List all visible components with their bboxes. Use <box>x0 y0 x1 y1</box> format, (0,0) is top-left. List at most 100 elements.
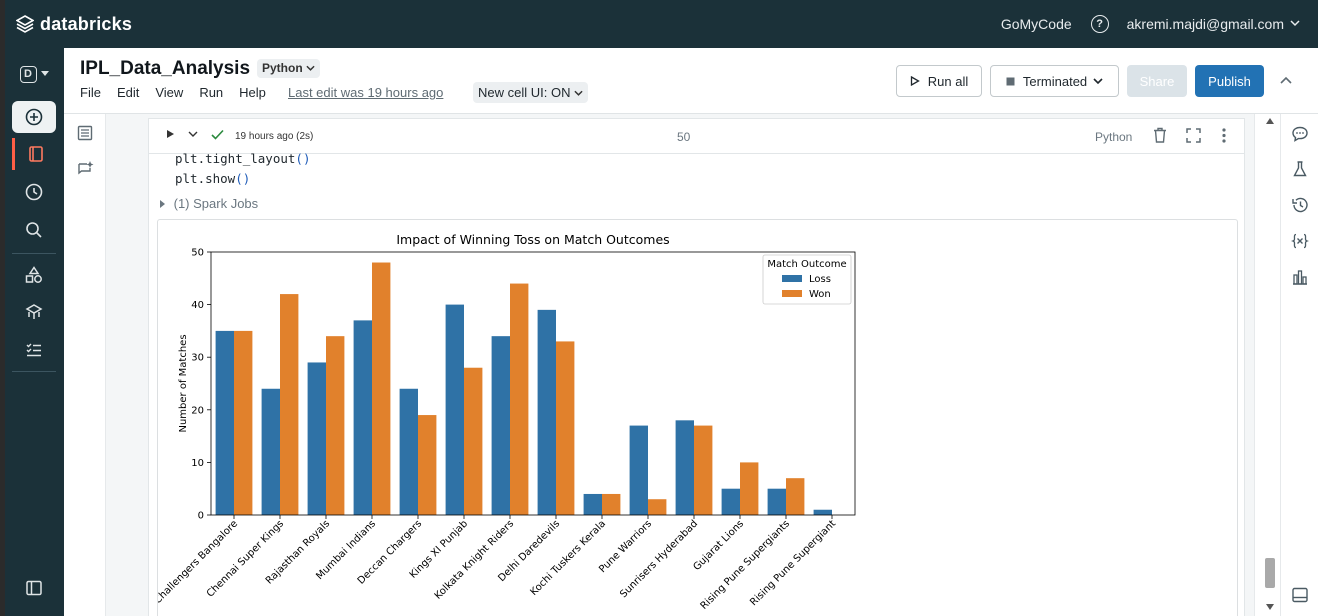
x-tick-label: Rising Pune Supergiant <box>748 518 838 608</box>
legend-swatch <box>782 290 802 297</box>
workspace-name[interactable]: GoMyCode <box>1000 16 1072 32</box>
sidebar-panel-icon <box>26 580 42 596</box>
plus-circle-icon <box>25 108 43 126</box>
bar-won <box>326 336 345 515</box>
table-of-contents-icon[interactable] <box>76 124 94 142</box>
assistant-icon[interactable] <box>76 160 94 178</box>
menu-edit[interactable]: Edit <box>116 85 140 100</box>
panel-bottom-icon[interactable] <box>1291 586 1309 604</box>
cell-body: plt.tight_layout() plt.show() (1) Spark … <box>131 151 1245 616</box>
variables-icon[interactable] <box>1290 232 1310 250</box>
bar-loss <box>583 493 602 515</box>
y-tick-label: 50 <box>191 248 204 259</box>
spark-jobs-toggle[interactable]: (1) Spark Jobs <box>160 196 258 211</box>
chevron-down-icon[interactable] <box>188 129 198 142</box>
sidebar-item-search[interactable] <box>12 214 56 246</box>
chevron-down-icon <box>574 90 583 96</box>
trash-icon[interactable] <box>1153 127 1167 146</box>
bar-won <box>464 367 483 515</box>
bar-won <box>556 341 575 515</box>
chevron-down-icon[interactable] <box>1290 18 1300 31</box>
cell-language[interactable]: Python <box>1095 130 1133 144</box>
bar-loss <box>629 425 648 515</box>
cluster-status-label: Terminated <box>1022 73 1088 89</box>
user-menu[interactable]: akremi.majdi@gmail.com <box>1126 16 1284 32</box>
sidebar-item-jobs[interactable] <box>12 334 56 366</box>
bar-loss <box>767 488 786 515</box>
run-all-button[interactable]: Run all <box>896 65 982 97</box>
x-tick-label: Kolkata Knight Riders <box>433 518 516 601</box>
share-button[interactable]: Share <box>1127 65 1187 97</box>
more-options-icon[interactable] <box>1222 128 1226 146</box>
legend-title: Match Outcome <box>767 259 846 270</box>
stop-square-icon <box>1006 77 1015 85</box>
sidebar-item-workspace[interactable] <box>12 138 56 170</box>
shapes-icon <box>25 266 42 283</box>
y-axis-label: Number of Matches <box>178 334 189 432</box>
bar-won <box>510 283 529 515</box>
menu-view[interactable]: View <box>155 85 184 100</box>
bar-loss <box>537 309 556 515</box>
clock-icon <box>25 183 43 201</box>
brand-logo[interactable]: databricks <box>16 14 132 35</box>
scrollbar-thumb[interactable] <box>1265 558 1275 588</box>
bar-loss <box>353 320 372 515</box>
scroll-up-arrow-icon[interactable] <box>1266 118 1274 124</box>
expand-icon[interactable] <box>1186 128 1201 146</box>
cluster-status-button[interactable]: Terminated <box>990 65 1119 97</box>
notebook-side-panel <box>64 114 106 616</box>
publish-button[interactable]: Publish <box>1195 65 1264 97</box>
sidebar-item-catalog[interactable] <box>12 259 56 291</box>
version-history-icon[interactable] <box>1291 196 1309 214</box>
code-line[interactable]: plt.show() <box>175 171 250 186</box>
search-icon <box>26 222 42 238</box>
cell-number: 50 <box>677 130 691 144</box>
vertical-scrollbar[interactable] <box>1254 114 1280 616</box>
bar-won <box>372 262 391 515</box>
bar-chart: Impact of Winning Toss on Match Outcomes… <box>131 232 856 616</box>
menu-help[interactable]: Help <box>239 85 266 100</box>
bar-won <box>786 478 805 515</box>
bar-loss <box>445 304 464 515</box>
language-label: Python <box>262 61 303 75</box>
workspace-switcher[interactable]: D <box>12 58 56 90</box>
databricks-logo-icon <box>16 15 34 33</box>
last-edit-link[interactable]: Last edit was 19 hours ago <box>288 85 444 100</box>
bar-won <box>418 415 437 515</box>
cell-ui-toggle[interactable]: New cell UI: ON <box>473 82 589 103</box>
legend-swatch <box>782 275 802 282</box>
run-cell-icon[interactable] <box>165 129 175 142</box>
bar-won <box>234 330 253 515</box>
chart-title: Impact of Winning Toss on Match Outcomes <box>396 232 669 247</box>
y-tick-label: 40 <box>191 300 204 311</box>
bar-won <box>602 493 621 515</box>
y-tick-label: 10 <box>191 458 204 469</box>
spark-jobs-label: (1) Spark Jobs <box>173 196 259 211</box>
checklist-icon <box>26 343 41 357</box>
new-button[interactable] <box>12 101 56 133</box>
chevron-down-icon <box>306 65 315 71</box>
help-icon[interactable]: ? <box>1090 15 1109 33</box>
sidebar-item-workflows[interactable] <box>12 296 56 328</box>
bar-loss <box>813 509 832 515</box>
menu-run[interactable]: Run <box>199 85 224 100</box>
x-tick-label: Royal Challengers Bangalore <box>158 518 240 616</box>
bar-loss <box>307 362 326 515</box>
collapse-header-icon[interactable] <box>1280 72 1292 87</box>
code-paren: () <box>235 171 251 186</box>
sidebar-item-recents[interactable] <box>12 176 56 208</box>
sidebar-toggle-button[interactable] <box>12 572 56 604</box>
workflows-icon <box>25 304 43 319</box>
language-dropdown[interactable]: Python <box>257 59 321 78</box>
x-tick-label: Chennai Super Kings <box>205 518 286 599</box>
experiments-flask-icon[interactable] <box>1291 160 1309 178</box>
comments-icon[interactable] <box>1291 125 1309 143</box>
scroll-down-arrow-icon[interactable] <box>1266 604 1274 610</box>
chevron-down-icon <box>1093 78 1103 85</box>
bar-won <box>694 425 713 515</box>
bar-chart-icon[interactable] <box>1291 268 1309 286</box>
code-line[interactable]: plt.tight_layout() <box>175 151 310 166</box>
x-tick-label: Rising Pune Supergiants <box>699 518 793 612</box>
notebook-title[interactable]: IPL_Data_Analysis <box>80 58 251 79</box>
menu-file[interactable]: File <box>80 85 101 100</box>
